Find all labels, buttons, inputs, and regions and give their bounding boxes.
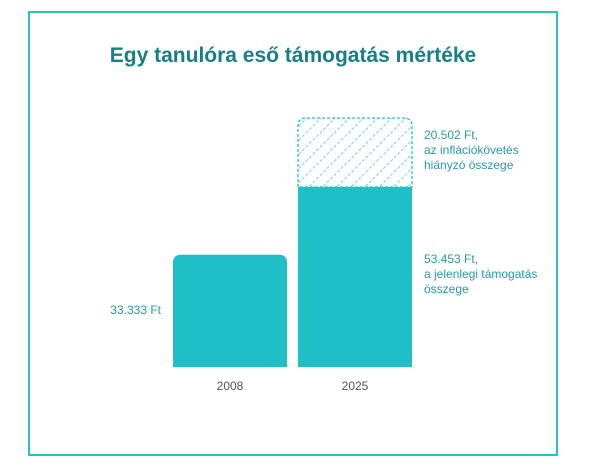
value-label-text: 53.453 Ft,: [424, 252, 479, 266]
value-label: 33.333 Ft: [110, 303, 161, 318]
x-tick-label: 2008: [217, 379, 244, 393]
series-name: a jelenlegi támogatás összege: [424, 267, 538, 296]
x-tick-label: 2025: [342, 379, 369, 393]
value-label-text: 33.333 Ft: [110, 302, 161, 317]
chart-title: Egy tanulóra eső támogatás mértéke: [110, 44, 476, 67]
segment-label: 20.502 Ft, az inflációkövetés hiányzó öss…: [424, 128, 549, 173]
bar-segment: [173, 254, 287, 367]
bar-segment-hatched: [297, 117, 413, 188]
value-label-text: 20.502 Ft,: [424, 127, 479, 142]
series-name: az inflációkövetés hiányzó összege: [424, 142, 519, 172]
bar-segment: [298, 187, 412, 367]
frame: [28, 11, 558, 456]
segment-label: 53.453 Ft, a jelenlegi támogatás összege: [424, 252, 549, 297]
